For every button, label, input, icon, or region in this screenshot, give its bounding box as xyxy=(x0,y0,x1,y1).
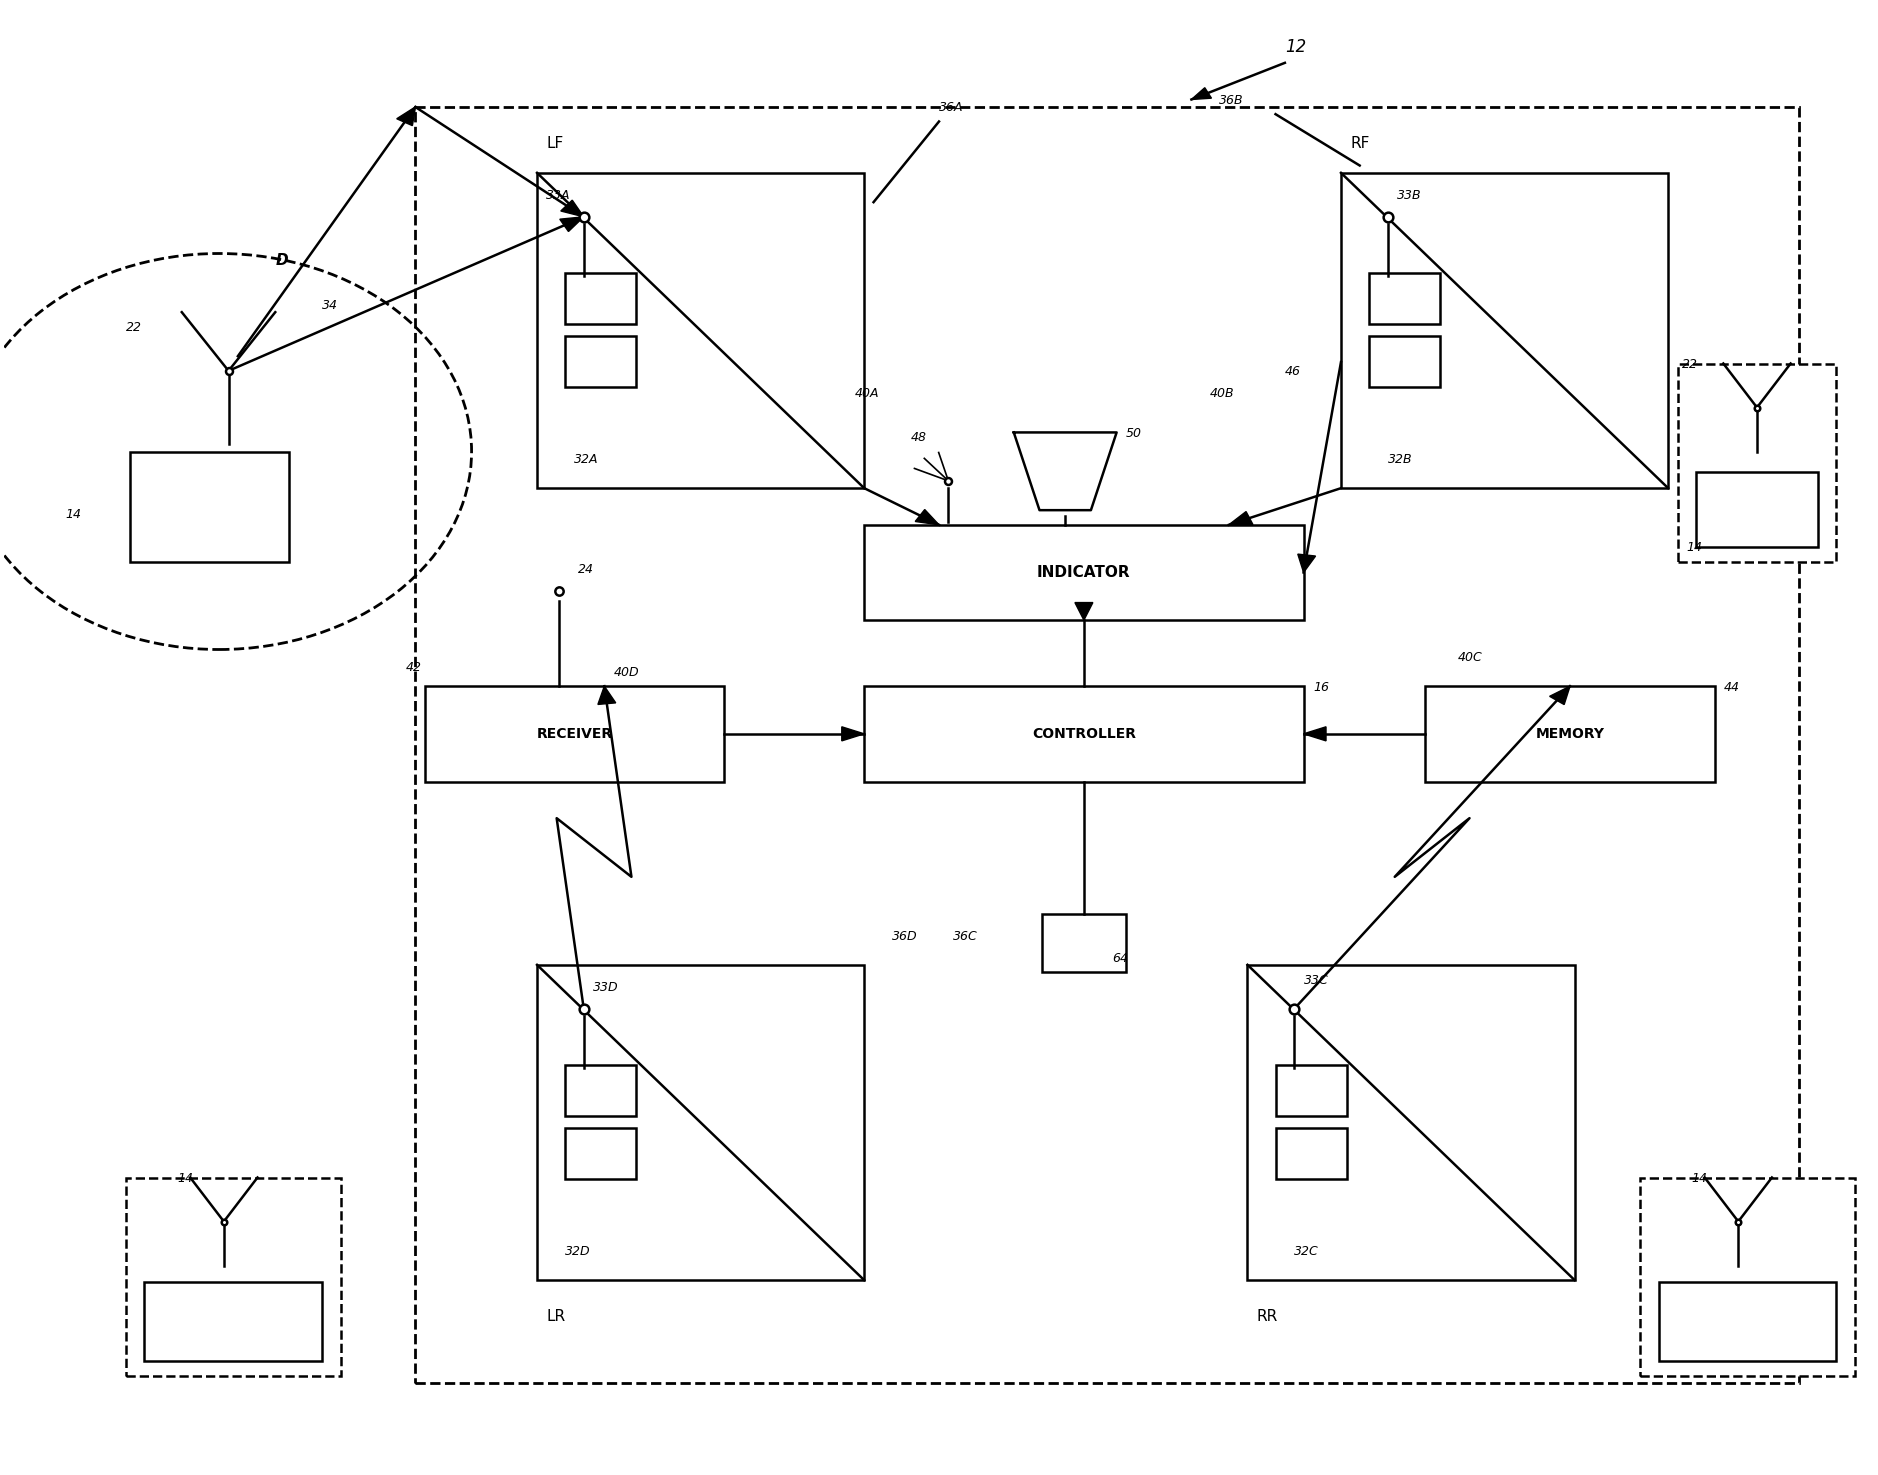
Polygon shape xyxy=(1303,727,1326,740)
Text: 36B: 36B xyxy=(1219,94,1243,106)
Bar xyxy=(1658,1282,1837,1361)
Bar xyxy=(1275,1065,1347,1117)
Bar xyxy=(1677,363,1837,562)
Text: 22: 22 xyxy=(126,322,141,335)
Bar xyxy=(1639,1177,1855,1376)
Bar xyxy=(424,686,725,782)
Bar xyxy=(864,686,1303,782)
Text: 48: 48 xyxy=(911,431,928,444)
Text: 40D: 40D xyxy=(614,665,639,678)
Text: 32A: 32A xyxy=(575,453,599,466)
Polygon shape xyxy=(1074,603,1093,620)
Bar xyxy=(130,451,289,562)
Bar xyxy=(565,1065,637,1117)
Polygon shape xyxy=(562,201,584,217)
Bar xyxy=(1275,1128,1347,1179)
Text: 33B: 33B xyxy=(1397,189,1422,202)
Text: 40B: 40B xyxy=(1209,386,1234,400)
Polygon shape xyxy=(1191,87,1211,99)
Text: RECEIVER: RECEIVER xyxy=(537,727,612,740)
Bar xyxy=(1696,472,1818,547)
Text: 36D: 36D xyxy=(892,929,918,943)
Bar xyxy=(537,965,864,1280)
Text: 14: 14 xyxy=(1692,1171,1707,1184)
Text: 14: 14 xyxy=(1686,541,1703,555)
Text: 14: 14 xyxy=(177,1171,193,1184)
Text: 12: 12 xyxy=(1285,37,1305,56)
Bar xyxy=(565,336,637,388)
Polygon shape xyxy=(1549,686,1570,705)
Text: 40A: 40A xyxy=(854,386,879,400)
Text: CONTROLLER: CONTROLLER xyxy=(1031,727,1136,740)
Text: 24: 24 xyxy=(578,563,593,577)
Bar xyxy=(126,1177,340,1376)
Text: 34: 34 xyxy=(321,299,338,313)
Polygon shape xyxy=(1228,512,1253,525)
Text: 14: 14 xyxy=(66,509,81,521)
Text: 16: 16 xyxy=(1313,680,1330,693)
Text: 46: 46 xyxy=(1285,364,1301,378)
Text: 32C: 32C xyxy=(1294,1245,1318,1258)
Text: LR: LR xyxy=(546,1310,565,1325)
Polygon shape xyxy=(1298,555,1316,572)
Bar xyxy=(1369,336,1440,388)
Text: 64: 64 xyxy=(1112,951,1129,965)
Bar xyxy=(1341,173,1668,488)
Polygon shape xyxy=(560,217,584,232)
Text: 32D: 32D xyxy=(565,1245,592,1258)
Bar xyxy=(565,1128,637,1179)
Polygon shape xyxy=(841,727,864,740)
Text: 33A: 33A xyxy=(546,189,571,202)
Text: 44: 44 xyxy=(1724,680,1741,693)
Bar xyxy=(537,173,864,488)
Text: MEMORY: MEMORY xyxy=(1536,727,1604,740)
Bar xyxy=(415,106,1799,1384)
Bar xyxy=(565,273,637,324)
Text: RF: RF xyxy=(1350,136,1369,150)
Polygon shape xyxy=(915,509,939,525)
Bar xyxy=(145,1282,321,1361)
Text: RR: RR xyxy=(1256,1310,1279,1325)
Text: 42: 42 xyxy=(406,661,423,674)
Text: 33D: 33D xyxy=(593,981,618,994)
Text: 32B: 32B xyxy=(1388,453,1412,466)
Polygon shape xyxy=(597,686,616,705)
Bar xyxy=(864,525,1303,620)
Text: D: D xyxy=(276,254,287,268)
Bar xyxy=(1247,965,1574,1280)
Text: 50: 50 xyxy=(1127,426,1142,440)
Bar xyxy=(1425,686,1715,782)
Text: INDICATOR: INDICATOR xyxy=(1037,565,1131,580)
Polygon shape xyxy=(396,106,415,125)
Bar xyxy=(1042,913,1127,972)
Text: 33C: 33C xyxy=(1303,974,1328,987)
Polygon shape xyxy=(1014,432,1117,510)
Text: 22: 22 xyxy=(1683,358,1698,370)
Text: 36A: 36A xyxy=(939,102,963,114)
Bar xyxy=(1369,273,1440,324)
Text: LF: LF xyxy=(546,136,563,150)
Text: 36C: 36C xyxy=(952,929,978,943)
Text: 40C: 40C xyxy=(1457,650,1482,664)
